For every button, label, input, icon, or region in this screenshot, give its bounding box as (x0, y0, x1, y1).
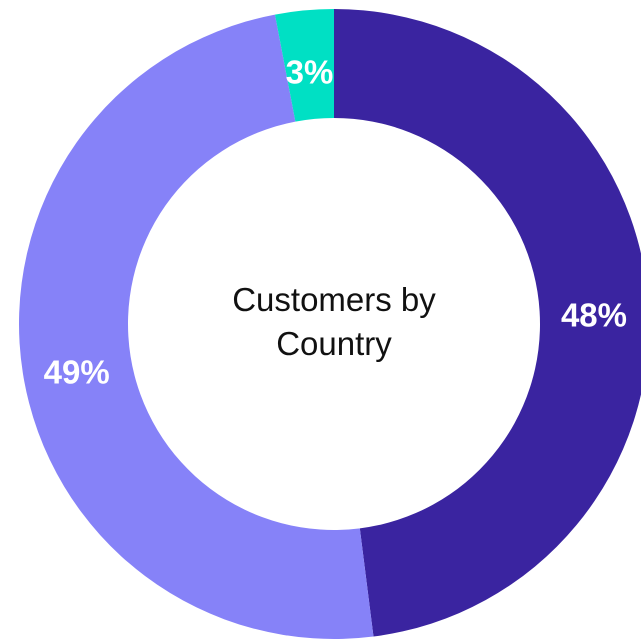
value-label: 48% (561, 296, 627, 333)
value-label: 3% (286, 53, 334, 90)
donut-segment (19, 14, 374, 639)
chart-title: Customers by Country (232, 281, 436, 362)
donut-segment (274, 9, 334, 122)
donut-segment (334, 9, 641, 637)
value-label: 49% (44, 353, 110, 390)
